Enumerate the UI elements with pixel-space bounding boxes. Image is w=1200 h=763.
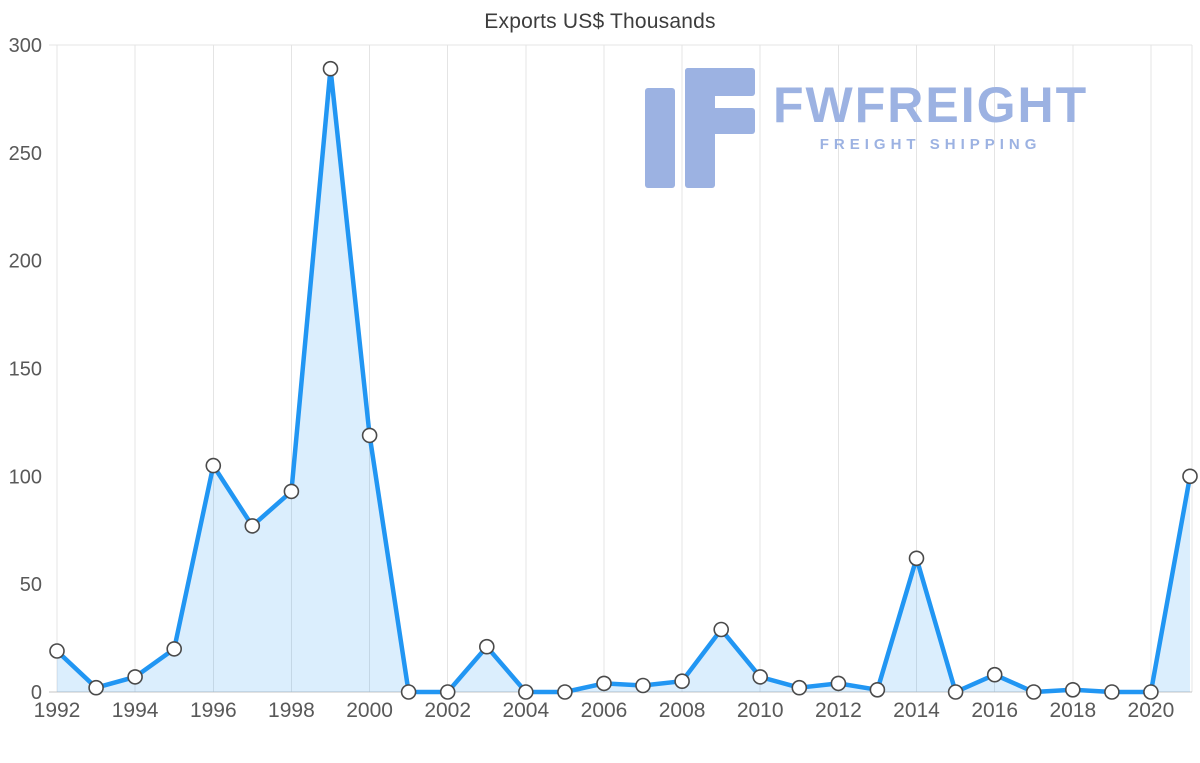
x-tick-label: 2018 (1049, 699, 1096, 722)
x-tick-label: 1994 (112, 699, 159, 722)
data-point (517, 684, 534, 700)
data-point (439, 684, 456, 700)
data-point (361, 427, 378, 444)
data-point (283, 483, 300, 500)
data-point (49, 643, 65, 659)
data-point (400, 684, 417, 700)
y-tick-label: 50 (20, 574, 42, 596)
x-tick-label: 2016 (971, 699, 1018, 722)
data-point (830, 675, 847, 692)
x-tick-label: 2020 (1128, 699, 1175, 722)
data-point (713, 621, 730, 638)
data-point (1025, 684, 1042, 700)
x-tick-label: 2008 (659, 699, 706, 722)
data-point (557, 684, 573, 700)
data-point (986, 666, 1003, 683)
y-tick-label: 150 (9, 359, 42, 381)
chart-title: Exports US$ Thousands (484, 10, 716, 33)
x-tick-label: 2014 (893, 699, 940, 722)
data-point (596, 675, 612, 692)
data-point (1065, 681, 1081, 698)
y-tick-label: 100 (9, 466, 42, 488)
x-tick-label: 2006 (581, 699, 628, 722)
data-point (869, 681, 886, 698)
data-point (127, 669, 143, 685)
data-point (1182, 468, 1198, 485)
data-point (752, 669, 769, 685)
data-point (908, 550, 925, 567)
data-point (674, 673, 690, 690)
data-point (635, 677, 651, 694)
x-tick-label: 2010 (737, 699, 784, 722)
data-point (1104, 684, 1120, 700)
x-tick-label: 1996 (190, 699, 237, 722)
x-tick-label: 2012 (815, 699, 862, 722)
y-tick-label: 250 (9, 143, 42, 165)
y-tick-label: 300 (9, 35, 42, 57)
x-tick-label: 1998 (268, 699, 315, 722)
x-tick-label: 2004 (502, 699, 549, 722)
data-point (205, 457, 222, 474)
data-point (1143, 684, 1159, 700)
data-point (791, 679, 808, 696)
data-point (322, 60, 339, 77)
x-tick-label: 1992 (34, 699, 81, 722)
data-point (478, 638, 495, 655)
data-point (166, 641, 182, 657)
y-tick-label: 0 (31, 682, 42, 704)
y-tick-label: 200 (9, 251, 42, 273)
data-point (88, 679, 104, 696)
x-tick-label: 2000 (346, 699, 393, 722)
area-fill (57, 68, 1190, 692)
data-point (947, 684, 964, 700)
data-point (244, 518, 261, 534)
x-tick-label: 2002 (424, 699, 471, 722)
